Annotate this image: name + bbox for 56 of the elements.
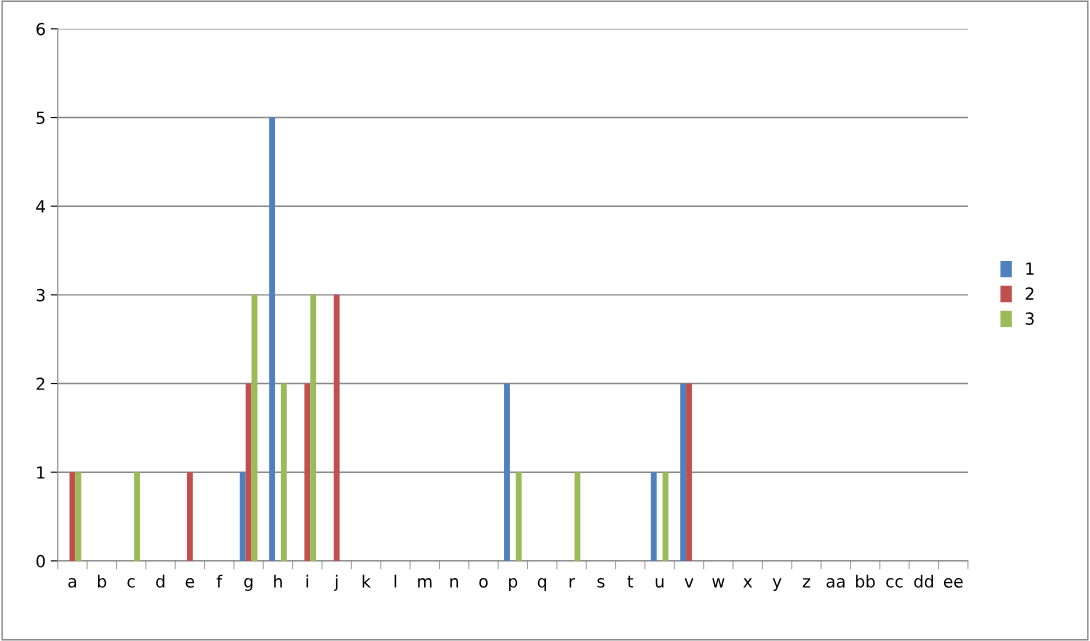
x-tick-label: g bbox=[244, 578, 253, 591]
x-tick-label: o bbox=[479, 578, 488, 588]
bar bbox=[239, 472, 246, 561]
x-tick-label: z bbox=[802, 578, 811, 588]
x-tick-label: w bbox=[712, 578, 725, 588]
bar bbox=[686, 383, 692, 561]
legend-label: 1 bbox=[1026, 262, 1034, 275]
y-tick-label: 6 bbox=[36, 22, 45, 36]
x-tick-label: m bbox=[418, 578, 432, 588]
x-tick-label: q bbox=[537, 578, 546, 591]
bar bbox=[75, 472, 82, 561]
x-tick-label: v bbox=[684, 578, 694, 588]
bar bbox=[504, 383, 510, 561]
y-tick-label: 0 bbox=[36, 554, 45, 568]
bar bbox=[310, 294, 317, 561]
x-tick-label: p bbox=[509, 578, 518, 591]
x-tick-label: k bbox=[362, 574, 371, 588]
x-tick-label: h bbox=[274, 574, 282, 588]
x-tick-label: bb bbox=[856, 574, 875, 588]
x-tick-label: c bbox=[127, 578, 135, 588]
x-tick-label: dd bbox=[914, 574, 933, 588]
x-tick-label: l bbox=[394, 574, 397, 588]
x-tick-label: y bbox=[772, 578, 782, 591]
x-tick-label: d bbox=[156, 574, 165, 588]
bar bbox=[333, 294, 340, 561]
x-tick-label: r bbox=[569, 578, 575, 588]
x-tick-label: n bbox=[450, 578, 458, 588]
bar bbox=[186, 472, 193, 561]
x-tick-label: i bbox=[306, 574, 309, 588]
x-tick-label: x bbox=[743, 578, 753, 588]
bar bbox=[245, 383, 252, 561]
y-tick-label: 4 bbox=[36, 200, 46, 213]
bar bbox=[304, 383, 311, 561]
x-tick-label: f bbox=[216, 574, 223, 588]
x-tick-label: s bbox=[597, 578, 605, 588]
y-tick-label: 2 bbox=[36, 377, 45, 390]
x-tick-label: cc bbox=[886, 578, 903, 588]
x-tick-label: e bbox=[185, 578, 195, 588]
legend-label: 2 bbox=[1025, 287, 1034, 300]
bar bbox=[269, 117, 276, 561]
bar bbox=[134, 472, 140, 561]
x-tick-label: a bbox=[68, 578, 77, 588]
x-tick-label: j bbox=[334, 574, 338, 591]
y-tick-label: 1 bbox=[37, 466, 45, 479]
bar bbox=[680, 383, 687, 561]
x-tick-label: t bbox=[627, 575, 634, 588]
x-tick-label: u bbox=[655, 578, 664, 588]
x-tick-label: b bbox=[98, 574, 107, 588]
legend-label: 3 bbox=[1025, 312, 1034, 325]
bar bbox=[515, 472, 522, 561]
bar bbox=[280, 383, 287, 561]
bar bbox=[650, 472, 657, 561]
x-tick-label: ee bbox=[943, 578, 963, 588]
y-tick-label: 3 bbox=[36, 288, 45, 302]
x-tick-label: aa bbox=[826, 578, 845, 588]
y-tick-label: 5 bbox=[36, 111, 45, 125]
